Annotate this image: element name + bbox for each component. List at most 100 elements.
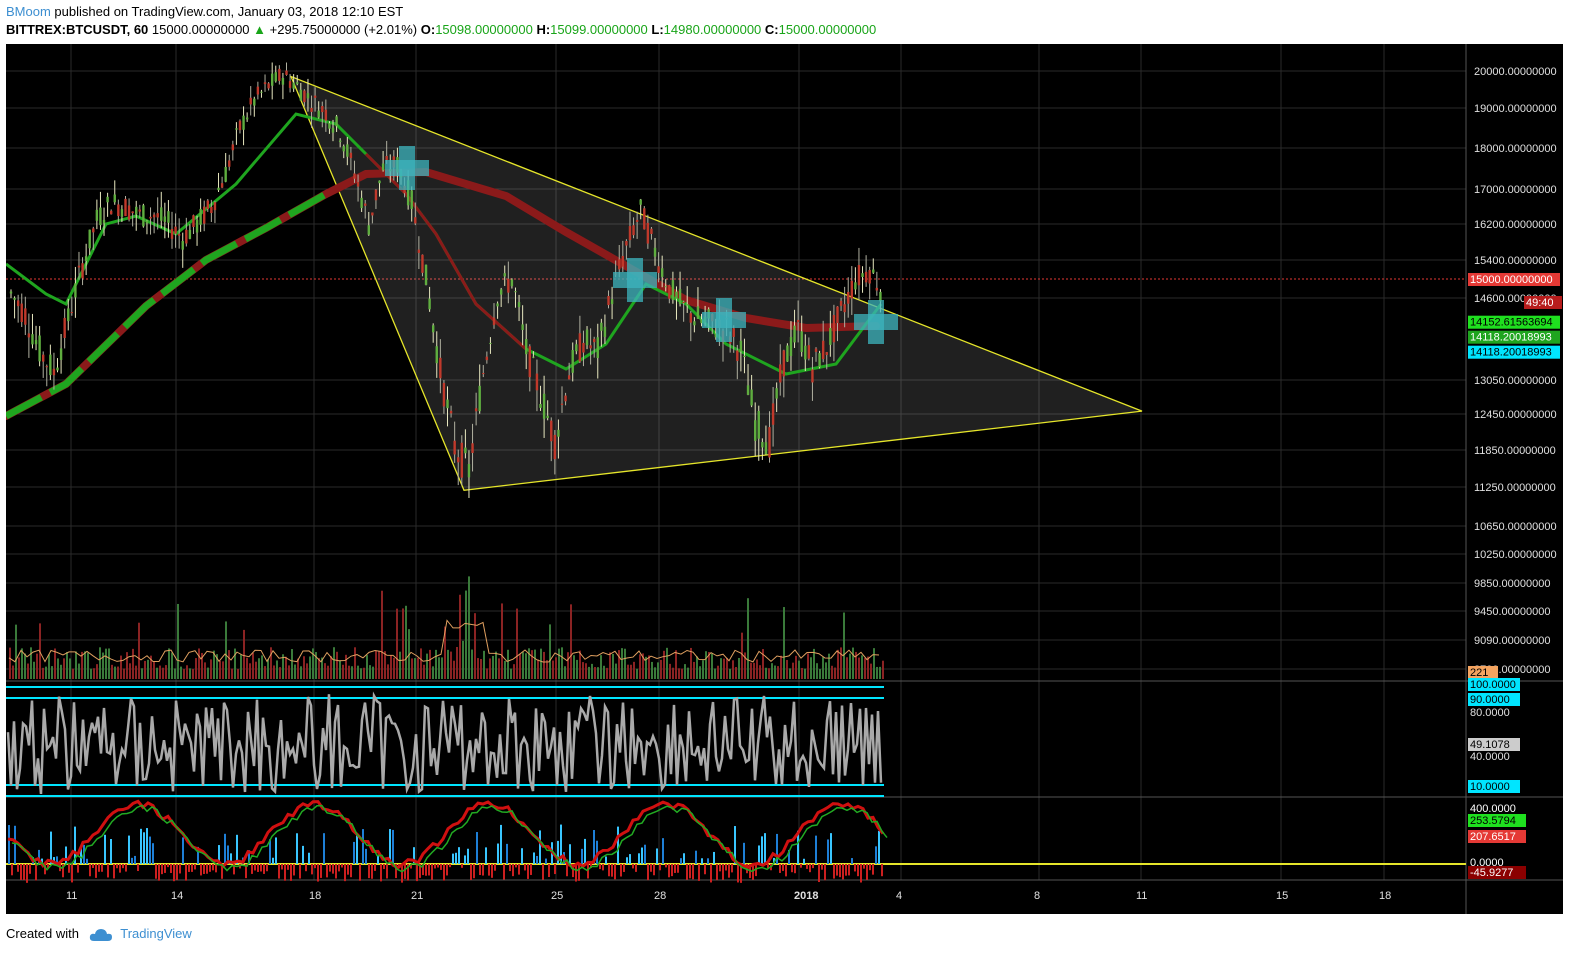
candle-body [142, 205, 145, 227]
oscillator-bar [500, 824, 502, 864]
oscillator-bar [332, 864, 334, 874]
candle-body [768, 427, 771, 458]
volume-bar [588, 666, 590, 679]
volume-bar [774, 665, 776, 679]
candle-body [696, 306, 700, 319]
volume-bar [708, 652, 710, 679]
oscillator-bar [371, 864, 373, 879]
oscillator-bar [737, 864, 739, 883]
volume-bar [297, 658, 299, 679]
candle-body [84, 256, 88, 261]
oscillator-bar [137, 864, 139, 872]
oscillator-bar [872, 864, 874, 875]
oscillator-bar [809, 864, 811, 873]
volume-bar [609, 652, 611, 679]
oscillator-bar [134, 855, 136, 864]
candle-body [199, 208, 202, 225]
stoch-level-label: 10.0000 [1470, 781, 1510, 793]
candle-body [92, 228, 95, 233]
price-chart[interactable]: 20000.00000000 19000.00000000 18000.000000… [6, 44, 1563, 914]
candle-body [9, 291, 13, 294]
volume-bar [72, 668, 74, 679]
oscillator-bar [599, 864, 601, 870]
oscillator-bar [566, 864, 568, 877]
ma-b-label: 14118.20018993 [1470, 347, 1552, 359]
volume-bar [102, 652, 104, 679]
candle-body [499, 289, 503, 295]
oscillator-bar [254, 864, 256, 871]
cross-marker-icon [854, 300, 898, 344]
volume-bar [252, 653, 254, 679]
ma-b-label-bg [1468, 345, 1560, 359]
volume-bar [555, 657, 557, 679]
volume-bar [483, 650, 485, 679]
oscillator-bar [20, 864, 22, 880]
candle-body [31, 334, 34, 345]
oscillator-bar [416, 864, 418, 882]
oscillator-bar [287, 864, 289, 870]
oscillator-bar [149, 836, 151, 864]
candle-body [313, 95, 317, 98]
volume-bar [447, 649, 449, 679]
candle-body [542, 393, 546, 419]
oscillator-bar [146, 828, 148, 864]
volume-bar [642, 653, 644, 679]
volume-bar [441, 657, 443, 679]
volume-label: 221 [1470, 667, 1488, 679]
volume-bar [693, 661, 695, 679]
candle-body [270, 73, 274, 86]
oscillator-bar [515, 864, 517, 868]
volume-bar [672, 667, 674, 679]
candle-body [203, 206, 206, 224]
candle-body [507, 278, 510, 293]
oscillator-bar [188, 864, 190, 872]
oscillator-bar [377, 856, 379, 864]
volume-bar [858, 657, 860, 679]
oscillator-bar [803, 858, 805, 864]
oscillator-bar [584, 838, 586, 864]
price-tick-label: 20000.00000000 [1474, 66, 1557, 78]
oscillator-bar [368, 864, 370, 879]
volume-bar [477, 658, 479, 679]
oscillator-bar [419, 864, 421, 878]
candle-body [288, 81, 292, 88]
oscillator-bar [353, 841, 355, 864]
volume-bar [342, 664, 344, 679]
oscillator-bar [653, 864, 655, 876]
oscillator-bar [572, 864, 574, 878]
volume-bar [207, 667, 209, 679]
candle-body [138, 209, 142, 212]
oscillator-bar [281, 864, 283, 870]
chart-area[interactable]: 20000.00000000 19000.00000000 18000.000000… [6, 44, 1563, 914]
volume-bar [756, 659, 758, 679]
author-link[interactable]: BMoom [6, 4, 51, 19]
volume-bar [699, 666, 701, 679]
volume-bar [789, 668, 791, 679]
candle-body [571, 350, 574, 373]
volume-bar [507, 649, 509, 679]
oscillator-bar [743, 842, 745, 864]
oscillator-bar [578, 864, 580, 881]
volume-bar [492, 655, 494, 679]
volume-bar [651, 661, 653, 679]
ma-a-label-bg [1468, 330, 1560, 344]
oscillator-bar [704, 864, 706, 875]
countdown-label: 49:40 [1526, 297, 1554, 309]
oscillator-bar [641, 847, 643, 864]
oscillator-bar [236, 834, 238, 864]
tradingview-link[interactable]: TradingView [120, 926, 192, 941]
volume-bar [309, 656, 311, 679]
oscillator-bar [824, 864, 826, 881]
volume-bar [222, 661, 224, 679]
candle-body [850, 280, 853, 299]
oscillator-bar [509, 864, 511, 872]
oscillator-bar [695, 850, 697, 864]
oscillator-bar [491, 864, 493, 878]
candle-body [775, 388, 778, 399]
change-value: +295.75000000 (+2.01%) [269, 22, 418, 37]
candle-body [231, 144, 235, 151]
date-tick-label: 2018 [794, 890, 818, 902]
candle-body [16, 300, 20, 307]
candle-body [832, 315, 836, 343]
oscillator-bar [362, 829, 364, 864]
